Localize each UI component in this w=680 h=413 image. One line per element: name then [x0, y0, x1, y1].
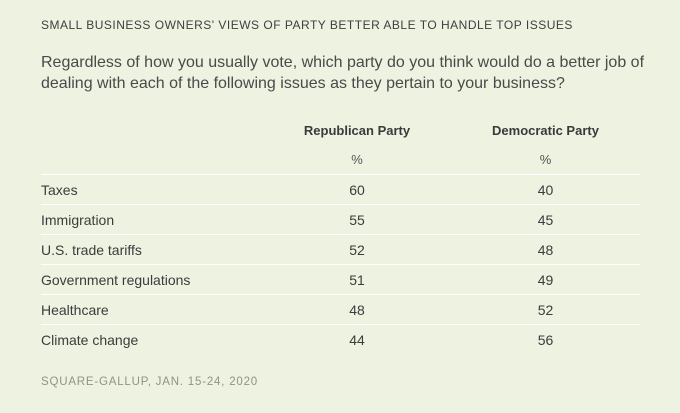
democratic-value: 49: [451, 264, 640, 295]
unit-republican: %: [351, 151, 363, 167]
democratic-value: 56: [451, 324, 640, 354]
issue-label: U.S. trade tariffs: [41, 234, 263, 265]
results-table: Republican Party Democratic Party % % Ta…: [41, 117, 640, 354]
democratic-value: 45: [451, 204, 640, 235]
table-title: SMALL BUSINESS OWNERS' VIEWS OF PARTY BE…: [41, 18, 573, 32]
republican-value: 52: [263, 234, 451, 265]
issue-label: Healthcare: [41, 294, 263, 325]
republican-value: 60: [263, 174, 451, 205]
issue-label: Taxes: [41, 174, 263, 205]
democratic-value: 40: [451, 174, 640, 205]
table-row: Climate change 44 56: [41, 324, 640, 354]
republican-value: 44: [263, 324, 451, 354]
issue-label: Immigration: [41, 204, 263, 235]
issue-label: Government regulations: [41, 264, 263, 295]
republican-value: 48: [263, 294, 451, 325]
democratic-value: 52: [451, 294, 640, 325]
republican-value: 51: [263, 264, 451, 295]
table-row: Government regulations 51 49: [41, 264, 640, 295]
header-democratic: Democratic Party: [492, 123, 599, 138]
table-row: Immigration 55 45: [41, 204, 640, 235]
unit-issue: [41, 144, 263, 175]
democratic-value: 48: [451, 234, 640, 265]
issue-label: Climate change: [41, 324, 263, 354]
header-row: Republican Party Democratic Party: [41, 117, 640, 144]
header-issue: [41, 117, 263, 144]
table-row: U.S. trade tariffs 52 48: [41, 234, 640, 265]
source-note: SQUARE-GALLUP, JAN. 15-24, 2020: [41, 376, 258, 388]
unit-row: % %: [41, 144, 640, 175]
republican-value: 55: [263, 204, 451, 235]
header-republican: Republican Party: [303, 123, 411, 138]
table-row: Taxes 60 40: [41, 174, 640, 205]
unit-democratic: %: [539, 151, 552, 167]
table-row: Healthcare 48 52: [41, 294, 640, 325]
survey-question: Regardless of how you usually vote, whic…: [41, 54, 645, 92]
